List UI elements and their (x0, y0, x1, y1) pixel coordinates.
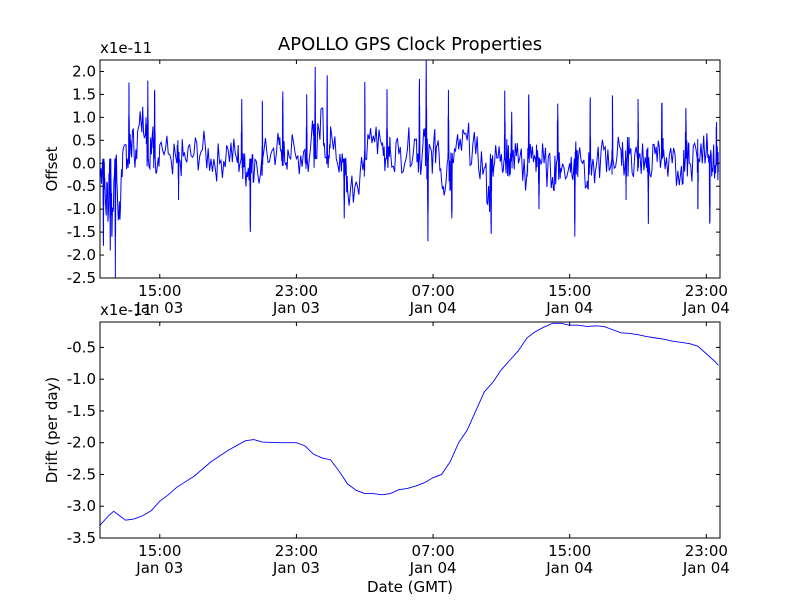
x-axis-label: Date (GMT) (367, 578, 453, 596)
y-tick-label: -2.0 (67, 434, 96, 452)
x-tick-time: 23:00 (275, 542, 318, 560)
x-tick-date: Jan 03 (272, 299, 320, 317)
y-tick-label: -3.5 (67, 529, 96, 547)
axis-offset-label: x1e-11 (100, 39, 152, 57)
offset-panel: -2.5 -2.0 -1.5 -1.0 -0.5 0.0 0.5 1.0 1.5 2.0 15:00… (43, 34, 730, 317)
series-line (100, 322, 719, 526)
x-tick-date: Jan 03 (135, 559, 183, 577)
plot-frame (99, 59, 721, 279)
y-tick-label: -2.0 (67, 246, 96, 264)
plot-frame (99, 321, 721, 539)
y-tick-label: -1.0 (67, 200, 96, 218)
y-tick-label: 0.0 (72, 154, 96, 172)
y-tick-label: -1.5 (67, 402, 96, 420)
y-tick-label: 0.5 (72, 131, 96, 149)
x-tick-date: Jan 04 (545, 559, 593, 577)
x-tick-date: Jan 04 (545, 299, 593, 317)
series-line (100, 60, 719, 278)
axis-offset-label: x1e-11 (100, 301, 152, 319)
x-tick-date: Jan 03 (272, 559, 320, 577)
y-tick-label: -2.5 (67, 269, 96, 287)
x-tick-time: 15:00 (138, 542, 181, 560)
y-tick-label: 1.5 (72, 85, 96, 103)
x-tick-time: 23:00 (685, 282, 728, 300)
chart-title: APOLLO GPS Clock Properties (278, 34, 542, 55)
y-axis-label: Drift (per day) (43, 377, 61, 484)
x-tick-date: Jan 04 (409, 299, 457, 317)
x-tick-time: 23:00 (685, 542, 728, 560)
x-tick-time: 23:00 (275, 282, 318, 300)
x-tick-date: Jan 04 (409, 559, 457, 577)
x-tick-time: 15:00 (138, 282, 181, 300)
y-tick-label: 2.0 (72, 62, 96, 80)
x-tick-time: 15:00 (548, 542, 591, 560)
y-tick-label: -1.5 (67, 223, 96, 241)
x-tick-time: 15:00 (548, 282, 591, 300)
x-tick-date: Jan 04 (682, 299, 730, 317)
y-tick-label: -1.0 (67, 370, 96, 388)
y-tick-label: 1.0 (72, 108, 96, 126)
x-tick-time: 07:00 (411, 542, 454, 560)
y-tick-label: -0.5 (67, 177, 96, 195)
x-tick-date: Jan 04 (682, 559, 730, 577)
y-tick-label: -2.5 (67, 465, 96, 483)
x-tick-date: Jan 03 (135, 299, 183, 317)
y-tick-label: -0.5 (67, 338, 96, 356)
y-axis-label: Offset (43, 146, 61, 191)
x-tick-time: 07:00 (411, 282, 454, 300)
y-tick-label: -3.0 (67, 497, 96, 515)
